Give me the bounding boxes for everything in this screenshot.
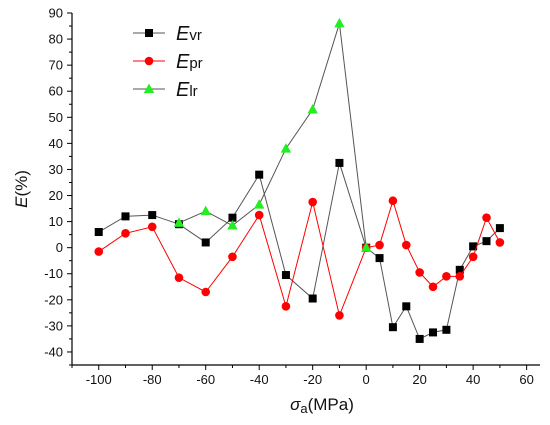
x-tick-label: 0: [363, 372, 370, 387]
legend-marker: [143, 83, 155, 93]
x-tick-label: -100: [86, 372, 112, 387]
x-tick-label: 20: [412, 372, 426, 387]
y-tick-label: -10: [44, 266, 63, 281]
data-point-pr: [468, 252, 478, 262]
data-point-pr: [455, 272, 465, 281]
data-point-lr: [307, 103, 318, 114]
data-point-pr: [254, 210, 264, 220]
x-tick-label: 40: [466, 372, 480, 387]
axis-labels: E(%) σa(MPa): [12, 170, 354, 416]
data-point-pr: [428, 282, 438, 292]
legend-entry-pr: Epr: [133, 51, 203, 73]
data-point-pr: [228, 252, 237, 262]
data-point-pr: [335, 311, 344, 320]
data-point-lr: [173, 217, 185, 227]
data-point-vr: [429, 328, 438, 337]
y-tick-label: 60: [49, 84, 63, 99]
series-layer: [94, 17, 505, 343]
y-tick-label: 0: [56, 240, 63, 255]
series-pr: [94, 196, 505, 320]
y-tick-label: -20: [44, 292, 63, 307]
data-point-pr: [415, 268, 424, 277]
legend: Evr Epr Elr: [133, 23, 203, 101]
series-vr: [94, 158, 504, 343]
x-tick-label: -60: [196, 372, 215, 387]
data-point-vr: [402, 302, 411, 311]
legend-entry-lr: Elr: [133, 79, 198, 101]
data-point-vr: [455, 265, 464, 274]
data-point-pr: [94, 247, 104, 256]
data-point-vr: [255, 170, 264, 179]
y-tick-label: 40: [49, 136, 63, 151]
data-point-lr: [280, 143, 292, 153]
y-tick-label: 90: [49, 6, 63, 21]
data-point-pr: [495, 238, 505, 247]
x-tick-label: -80: [143, 372, 162, 387]
data-point-pr: [281, 302, 291, 311]
series-lr: [173, 17, 372, 252]
y-axis-title: E(%): [12, 170, 31, 208]
y-tick-label: -40: [44, 344, 63, 359]
data-point-vr: [469, 242, 478, 251]
data-point-lr: [200, 205, 211, 216]
legend-marker: [144, 56, 154, 66]
series-line-lr: [178, 23, 367, 248]
data-point-vr: [148, 211, 157, 220]
data-point-vr: [388, 323, 397, 332]
y-tick-label: 70: [49, 58, 63, 73]
data-point-vr: [281, 271, 290, 280]
legend-label: Evr: [176, 23, 202, 45]
legend-marker: [145, 29, 153, 37]
legend-label: Elr: [176, 79, 198, 101]
data-point-vr: [201, 238, 210, 247]
data-point-vr: [228, 213, 237, 222]
x-tick-label: -20: [303, 372, 322, 387]
y-tick-label: 30: [49, 162, 63, 177]
data-point-pr: [388, 196, 398, 206]
y-tick-label: 10: [49, 214, 63, 229]
x-axis-title: σa(MPa): [290, 395, 354, 416]
data-point-pr: [174, 273, 184, 282]
data-point-pr: [147, 222, 157, 232]
data-point-pr: [121, 229, 130, 238]
data-point-vr: [308, 294, 317, 303]
y-tick-label: 80: [49, 32, 63, 47]
data-point-pr: [401, 240, 411, 250]
data-point-vr: [335, 158, 344, 167]
data-point-lr: [254, 199, 265, 209]
series-line-vr: [98, 162, 501, 340]
x-tick-label: 60: [519, 372, 533, 387]
y-tick-label: 20: [49, 188, 63, 203]
data-point-pr: [442, 272, 451, 281]
legend-entry-vr: Evr: [133, 23, 202, 45]
y-tick-label: -30: [44, 318, 63, 333]
data-point-vr: [495, 224, 504, 233]
data-point-vr: [375, 254, 384, 263]
data-point-lr: [360, 242, 372, 252]
data-point-vr: [121, 212, 130, 221]
y-tick-label: 50: [49, 110, 63, 125]
data-point-vr: [94, 228, 103, 237]
data-point-pr: [308, 197, 317, 207]
data-point-pr: [375, 240, 384, 250]
series-line-pr: [98, 199, 501, 318]
x-tick-label: -40: [250, 372, 269, 387]
data-point-lr: [334, 17, 345, 28]
data-point-pr: [201, 287, 211, 297]
data-point-vr: [482, 237, 491, 246]
data-point-lr: [227, 220, 238, 230]
legend-label: Epr: [176, 51, 203, 73]
data-point-vr: [415, 334, 424, 343]
data-point-vr: [442, 325, 451, 334]
data-point-pr: [482, 213, 491, 222]
